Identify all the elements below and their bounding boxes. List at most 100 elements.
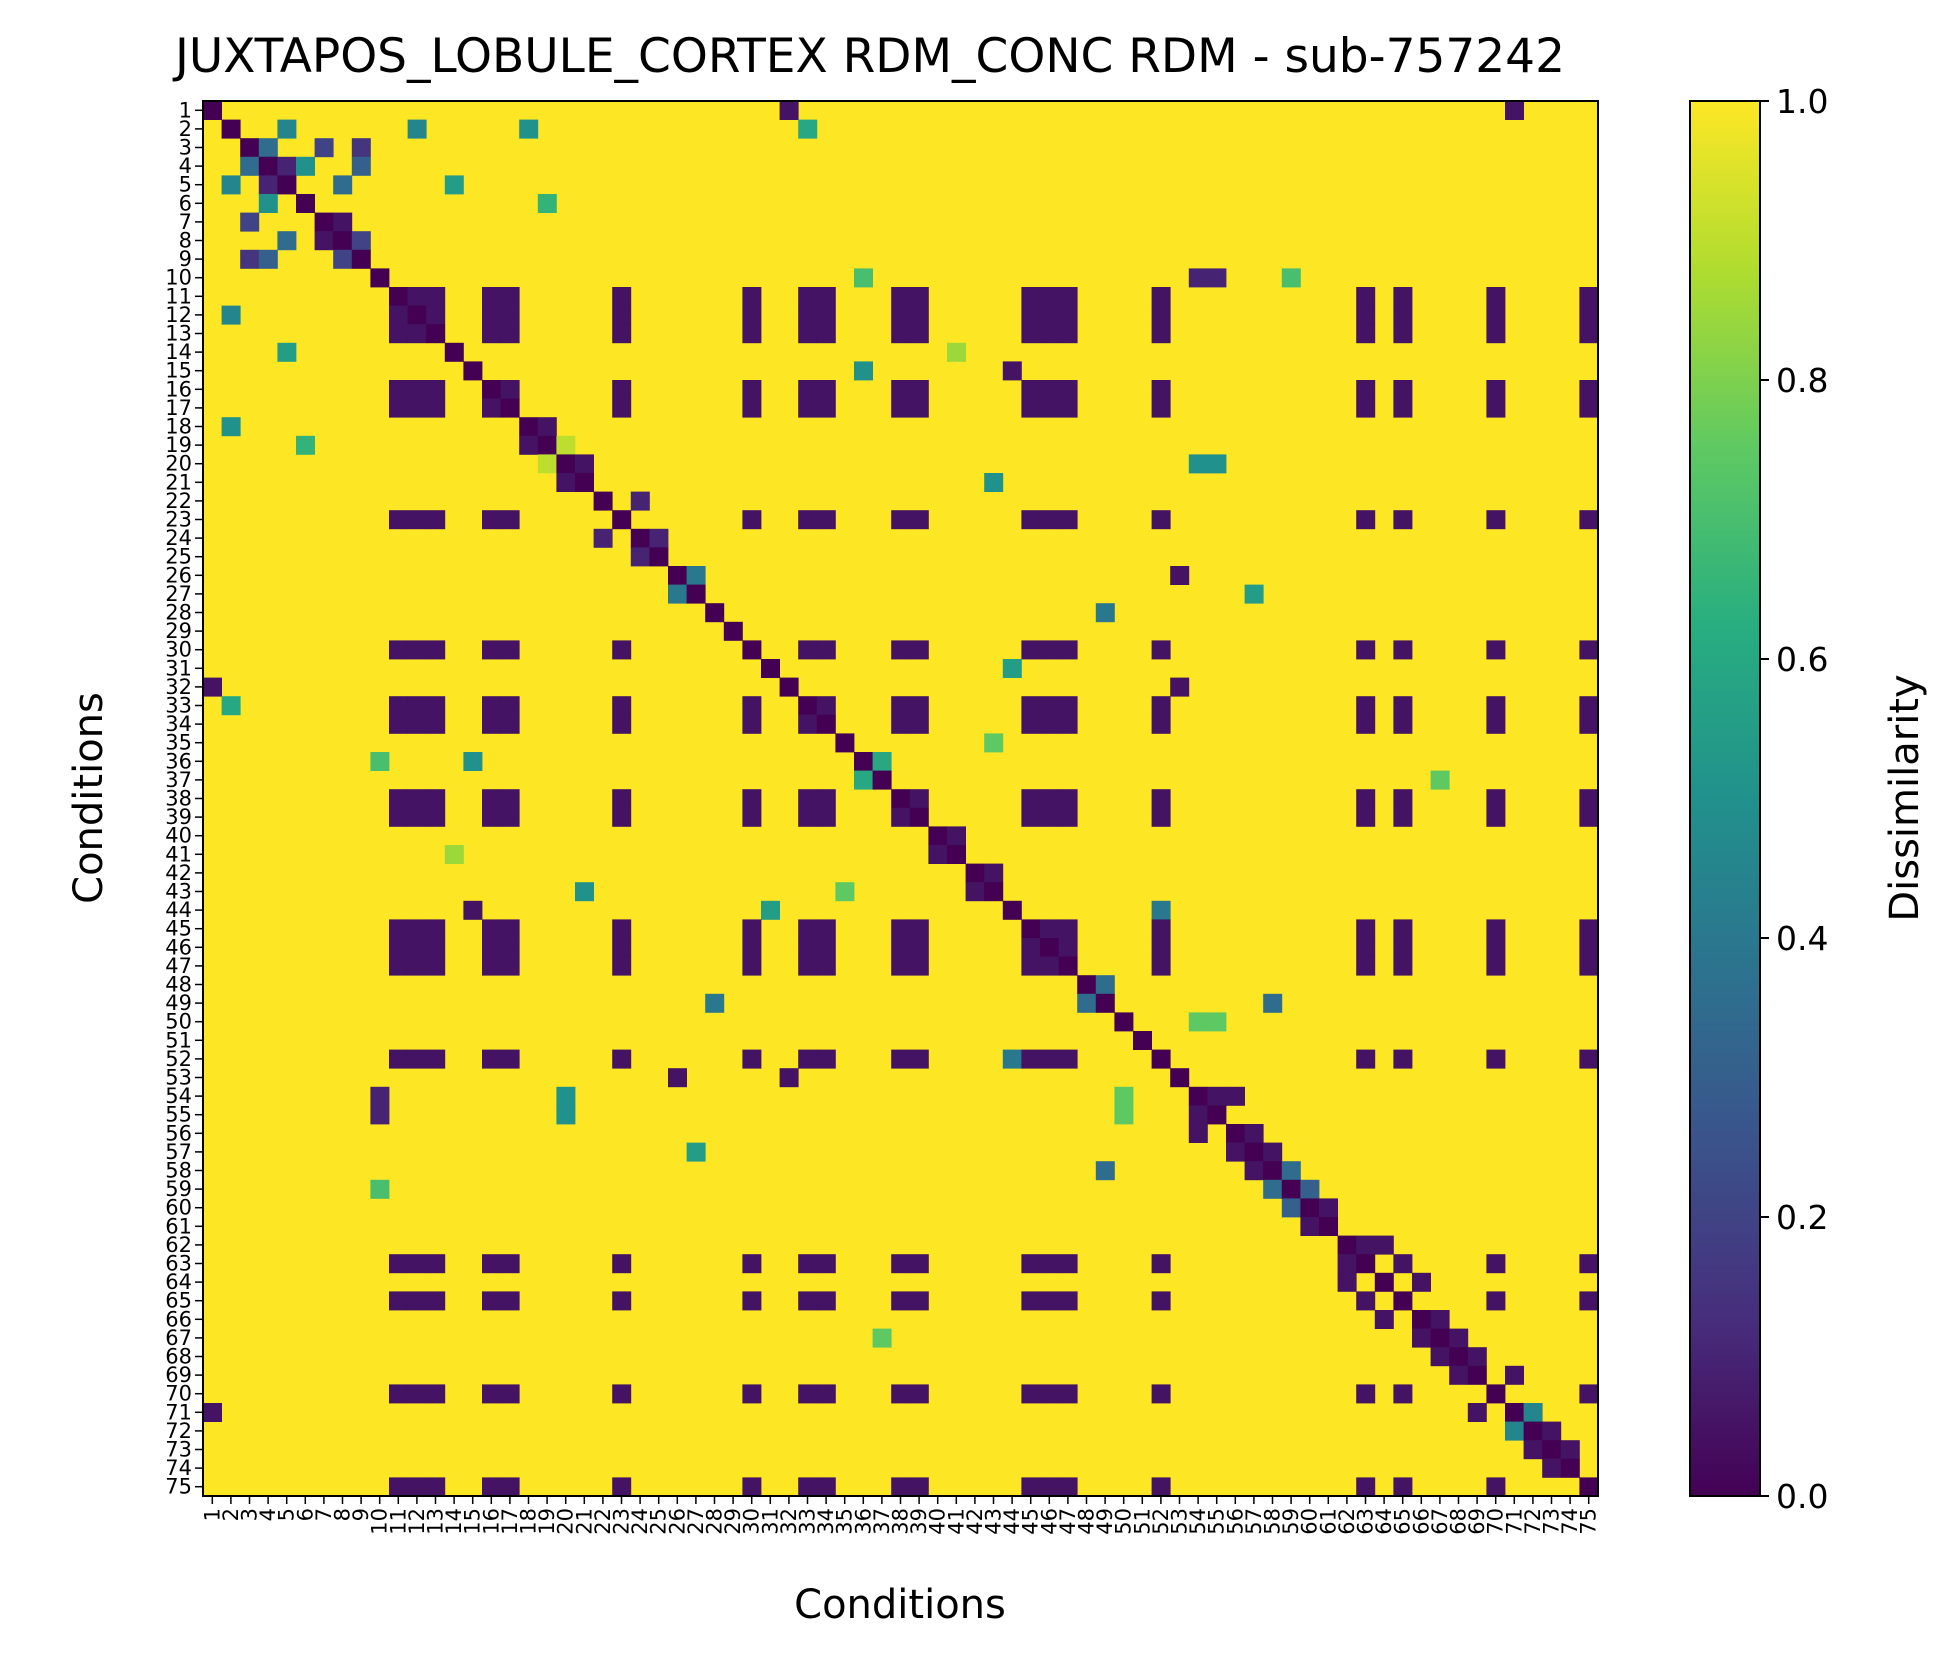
heatmap-cell (500, 956, 520, 976)
heatmap-cell (742, 1291, 762, 1311)
heatmap-cell (1356, 510, 1376, 530)
x-tick-label: 59 (1279, 1508, 1303, 1535)
heatmap-cell (1579, 510, 1599, 530)
heatmap-cell (537, 417, 557, 437)
heatmap-cell (426, 398, 446, 418)
heatmap-cell (482, 807, 501, 827)
heatmap-cell (1095, 975, 1115, 995)
heatmap-cell (1393, 807, 1413, 827)
heatmap-cell (1430, 770, 1450, 790)
heatmap-cell (1393, 696, 1413, 716)
heatmap-cell (203, 1403, 222, 1422)
heatmap-cell (1449, 1347, 1469, 1367)
heatmap-cell (1412, 1310, 1431, 1329)
y-tick-label: 48 (165, 973, 192, 997)
y-tick-label: 31 (165, 656, 192, 680)
heatmap-cell (1281, 1179, 1301, 1199)
y-tick-label: 32 (165, 675, 192, 699)
heatmap-cell (742, 287, 762, 306)
heatmap-cell (1058, 938, 1078, 957)
heatmap-cell (612, 1291, 632, 1311)
y-tick-label: 16 (165, 377, 192, 401)
heatmap-cell (1356, 1049, 1376, 1069)
heatmap-cell (761, 659, 780, 678)
heatmap-cell (221, 305, 241, 325)
heatmap-cell (1486, 956, 1506, 976)
y-tick-label: 17 (165, 396, 192, 420)
heatmap-cell (1579, 789, 1599, 809)
heatmap-cell (407, 510, 427, 530)
heatmap-cell (798, 380, 818, 399)
heatmap-cell (500, 324, 520, 344)
colorbar (1689, 100, 1761, 1497)
heatmap-cell (1579, 714, 1599, 734)
heatmap-cell (1356, 956, 1376, 976)
heatmap-cell (1226, 1124, 1245, 1143)
heatmap-cell (612, 510, 632, 530)
x-tick-label: 5 (275, 1508, 299, 1521)
heatmap-cell (947, 342, 966, 362)
heatmap-cell (1114, 1105, 1134, 1125)
heatmap-cell (482, 789, 501, 809)
heatmap-cell (426, 1384, 446, 1404)
heatmap-cell (612, 807, 632, 827)
heatmap-cell (1412, 1272, 1431, 1292)
heatmap-cell (1430, 1347, 1450, 1367)
heatmap-cell (1040, 324, 1059, 344)
heatmap-cell (742, 1254, 762, 1274)
heatmap-cell (482, 956, 501, 976)
colorbar-tick-label: 0.6 (1776, 640, 1828, 679)
x-tick-label: 66 (1409, 1508, 1433, 1535)
heatmap-cell (1151, 1049, 1171, 1069)
heatmap-cell (1002, 1049, 1022, 1069)
heatmap-cell (407, 696, 427, 716)
heatmap-cell (1207, 1012, 1227, 1032)
heatmap-cell (798, 1477, 818, 1497)
y-tick-label: 34 (165, 712, 192, 736)
heatmap-cell (500, 807, 520, 827)
heatmap-cell (872, 752, 892, 771)
heatmap-cell (1486, 714, 1506, 734)
heatmap-cell (500, 510, 520, 530)
heatmap-cell (1040, 1291, 1059, 1311)
heatmap-cell (500, 380, 520, 399)
heatmap-cell (1523, 1403, 1543, 1422)
heatmap-cell (742, 919, 762, 939)
heatmap-cell (909, 938, 929, 957)
heatmap-cell (779, 677, 799, 697)
heatmap-cell (1226, 1086, 1245, 1106)
heatmap-cell (407, 956, 427, 976)
heatmap-cell (1040, 807, 1059, 827)
heatmap-cell (742, 1477, 762, 1497)
heatmap-cell (556, 435, 576, 455)
heatmap-cell (1393, 510, 1413, 530)
heatmap-cell (612, 1254, 632, 1274)
heatmap-cell (1021, 380, 1041, 399)
heatmap-cell (1151, 324, 1171, 344)
y-tick-label: 56 (165, 1121, 192, 1145)
heatmap-cell (407, 1254, 427, 1274)
heatmap-cell (668, 584, 687, 604)
y-tick-label: 30 (165, 638, 192, 662)
y-tick-label: 61 (165, 1214, 192, 1238)
heatmap-cell (1058, 640, 1078, 660)
heatmap-cell (314, 231, 334, 251)
heatmap-cell (407, 919, 427, 939)
heatmap-cell (370, 1179, 390, 1199)
heatmap-cell (891, 1291, 911, 1311)
heatmap-cell (1002, 361, 1022, 381)
heatmap-cell (1058, 789, 1078, 809)
x-tick-label: 47 (1056, 1508, 1080, 1535)
heatmap-cell (1356, 919, 1376, 939)
heatmap-cell (407, 324, 427, 344)
heatmap-cell (426, 1477, 446, 1497)
x-tick-label: 29 (721, 1508, 745, 1535)
heatmap-cell (1374, 1310, 1394, 1329)
y-tick-label: 23 (165, 508, 192, 532)
heatmap-cell (426, 1291, 446, 1311)
heatmap-cell (1337, 1254, 1357, 1274)
heatmap-cell (1356, 398, 1376, 418)
heatmap-cell (482, 938, 501, 957)
heatmap-cell (426, 510, 446, 530)
y-tick-label: 57 (165, 1140, 192, 1164)
